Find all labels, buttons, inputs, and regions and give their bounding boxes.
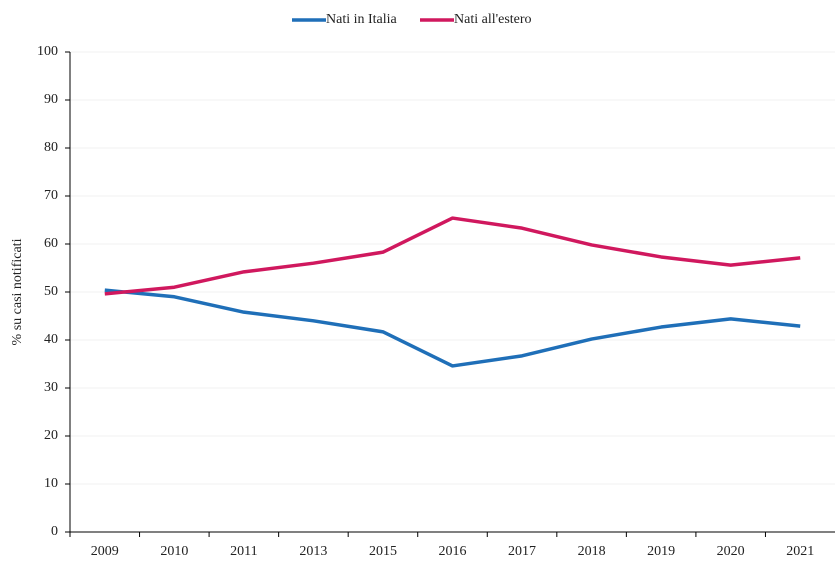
y-tick-label: 40 [44, 332, 58, 347]
x-tick-label: 2020 [717, 544, 745, 559]
x-tick-label: 2019 [647, 544, 675, 559]
y-tick-label: 10 [44, 476, 58, 491]
y-tick-label: 30 [44, 380, 58, 395]
x-tick-label: 2013 [299, 544, 327, 559]
x-tick-label: 2009 [91, 544, 119, 559]
x-tick-label: 2010 [160, 544, 188, 559]
y-tick-label: 100 [37, 44, 58, 59]
y-tick-label: 50 [44, 284, 58, 299]
x-tick-label: 2016 [439, 544, 467, 559]
y-tick-label: 0 [51, 524, 58, 539]
legend-label: Nati in Italia [326, 12, 398, 27]
line-series [104, 216, 801, 296]
x-tick-label: 2018 [578, 544, 606, 559]
legend-label: Nati all'estero [454, 12, 532, 27]
x-tick-label: 2021 [786, 544, 814, 559]
y-tick-label: 60 [44, 236, 58, 251]
line-series [104, 288, 801, 368]
y-tick-label: 80 [44, 140, 58, 155]
y-tick-label: 20 [44, 428, 58, 443]
x-tick-label: 2011 [230, 544, 257, 559]
y-axis-label: % su casi notificati [10, 238, 25, 345]
x-tick-label: 2017 [508, 544, 536, 559]
y-tick-label: 70 [44, 188, 58, 203]
y-tick-label: 90 [44, 92, 58, 107]
x-tick-label: 2015 [369, 544, 397, 559]
